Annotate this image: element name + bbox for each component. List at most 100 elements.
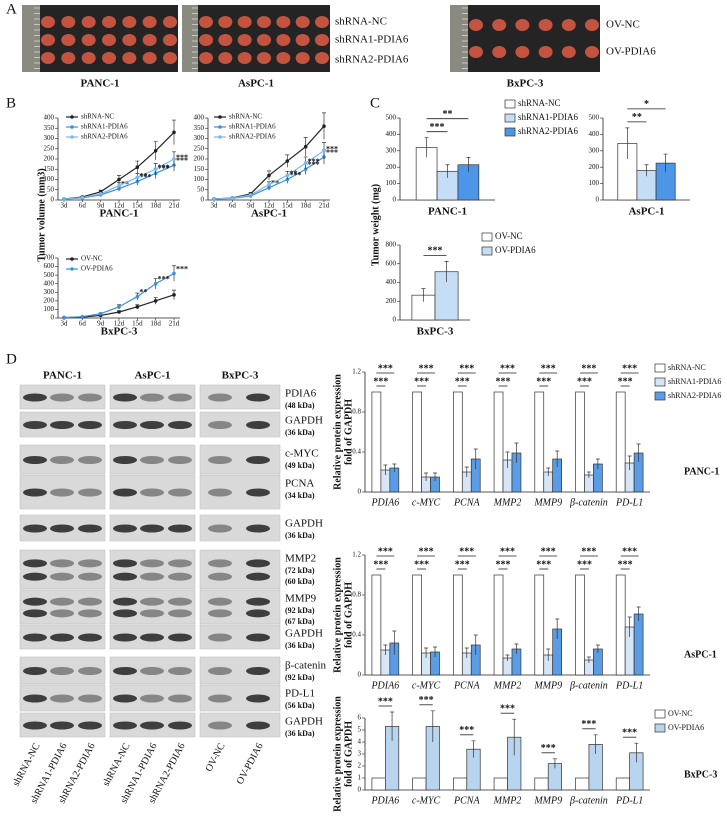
legend-swatch [504,127,516,137]
point [98,311,103,316]
blot-protein: GAPDH [285,716,323,728]
blot-band [50,456,74,464]
blot-band [246,667,270,675]
legend-label: shRNA1-PDIA6 [229,123,276,131]
y-tick-label: 0 [393,316,397,324]
blot-band [78,393,102,402]
bar [534,777,549,791]
point [230,196,235,200]
tumor [315,16,329,28]
bar [534,391,545,493]
significance: *** [541,546,556,557]
blot-protein: β-catenin [285,660,327,672]
x-tick-label: 18d [300,202,311,210]
blot-band [78,609,102,618]
x-tick-label: PD-L1 [615,680,643,691]
point [322,149,326,153]
error-bar [644,164,649,177]
point [117,183,121,188]
bar [615,391,626,493]
tumor [538,19,553,31]
error-bar [430,710,435,742]
blot-band [113,488,137,497]
y-tick-label: 0 [358,671,362,679]
ruler [182,5,198,72]
blot-band [78,488,102,497]
blot-band [168,488,192,497]
y-tick-label: 3 [358,750,362,758]
blot-header: AsPC-1 [134,370,170,382]
bar [412,574,422,676]
tumor [315,34,329,46]
legend-swatch [654,391,666,401]
tumor [515,19,530,31]
legend-swatch [481,232,493,242]
blot-band [246,421,270,429]
blot-band [78,721,102,730]
x-tick-label: 21d [319,202,330,210]
legend-label: shRNA1-PDIA6 [335,34,409,46]
y-tick-label: 500 [386,114,397,122]
significance: ** [443,109,453,120]
point [153,149,158,153]
x-tick-label: PCNA [453,795,480,806]
y-axis-label: fold of GAPDH [343,721,354,787]
legend-label: shRNA2-PDIA6 [518,126,579,136]
y-tick-label: 200 [44,296,55,304]
y-tick-label: 300 [386,146,397,154]
x-tick-label: β-catenin [569,680,608,691]
significance: *** [577,376,592,387]
x-tick-label: 9d [97,320,105,328]
blot-band [113,633,137,642]
legend-label: shRNA2-PDIA6 [335,54,409,66]
x-tick-label: PDIA6 [370,680,399,691]
x-tick-label: 9d [247,202,255,210]
significance: *** [459,546,474,557]
blot-band [113,721,137,730]
bar [633,613,644,676]
x-tick-label: MMP9 [533,680,562,691]
blot-band [23,609,47,618]
tumor [218,52,233,64]
blot-band [208,559,232,568]
y-axis-label: fold of GAPDH [343,582,354,648]
significance: *** [308,157,320,166]
bar [371,777,386,791]
y-tick-label: 800 [386,241,397,249]
significance: *** [308,160,320,169]
blot-size: (92 kDa) [285,606,315,615]
tumor [102,16,116,28]
blot-band [168,597,192,606]
tumor [61,34,76,46]
x-tick-label: PD-L1 [615,497,643,508]
error-bar [514,643,519,654]
x-axis-title: PANC-1 [100,208,139,220]
blot-band [78,633,102,642]
y-tick-label: 600 [386,259,397,267]
legend-marker [218,115,222,119]
significance: *** [536,376,551,387]
point [285,159,290,163]
blot-band [208,488,232,497]
significance: *** [414,559,429,570]
y-tick-label: 500 [44,271,55,279]
y-tick-label: 0.8 [352,408,361,416]
point [303,161,308,165]
tumor [492,19,507,31]
x-axis-title: BxPC-3 [101,326,138,338]
x-axis-title: PANC-1 [428,206,467,218]
blot-band [168,694,192,703]
y-axis-label: Relative protein expression [332,696,343,812]
error-bar [383,464,388,475]
significance: *** [581,363,596,374]
photo [450,5,600,72]
tumor [276,52,291,64]
point [98,192,103,196]
legend-label: OV-PDIA6 [495,245,536,255]
y-tick-label: 400 [386,130,397,138]
blot-band [113,609,137,618]
error-bar [586,471,591,478]
bar [615,574,626,676]
x-tick-label: 3d [61,320,69,328]
significance: *** [459,725,474,736]
